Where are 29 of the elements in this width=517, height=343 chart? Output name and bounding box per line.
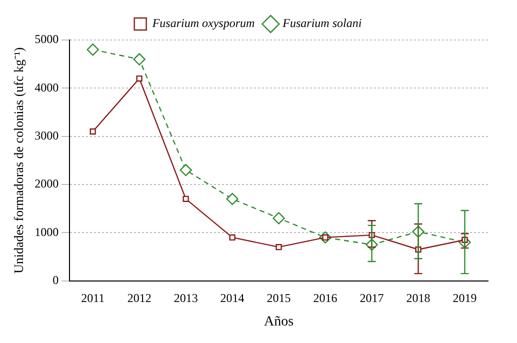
legend-label: Fusarium oxysporum — [151, 16, 255, 30]
point — [226, 192, 238, 206]
legend-label: Fusarium solani — [282, 16, 362, 30]
x-tick-label: 2012 — [127, 291, 152, 306]
point — [229, 234, 236, 241]
y-tick-label: 0 — [52, 272, 59, 287]
y-tick-label: 1000 — [34, 224, 59, 239]
x-tick-label: 2014 — [220, 291, 244, 306]
point — [182, 196, 189, 202]
point — [90, 128, 96, 135]
y-tick-label: 3000 — [34, 128, 59, 142]
y-tick-label: 4000 — [34, 80, 59, 94]
point — [86, 44, 99, 56]
y-tick-label: 5000 — [34, 32, 59, 46]
x-tick-label: 2013 — [174, 291, 198, 306]
x-tick-label: 2018 — [406, 291, 430, 306]
point — [133, 53, 146, 66]
point — [276, 244, 282, 250]
x-tick-label: 2017 — [360, 291, 384, 306]
point — [136, 75, 142, 82]
point — [180, 164, 192, 176]
x-tick-label: 2015 — [266, 291, 291, 306]
y-axis-title: Unidades formadoras de colonias (ufc kg⁻¹) — [11, 47, 26, 274]
point — [272, 212, 285, 224]
x-tick-label: 2016 — [313, 291, 338, 306]
x-tick-label: 2011 — [81, 291, 105, 306]
x-axis-title: Años — [264, 314, 294, 330]
y-tick-label: 2000 — [34, 176, 59, 191]
x-tick-label: 2019 — [452, 291, 477, 306]
